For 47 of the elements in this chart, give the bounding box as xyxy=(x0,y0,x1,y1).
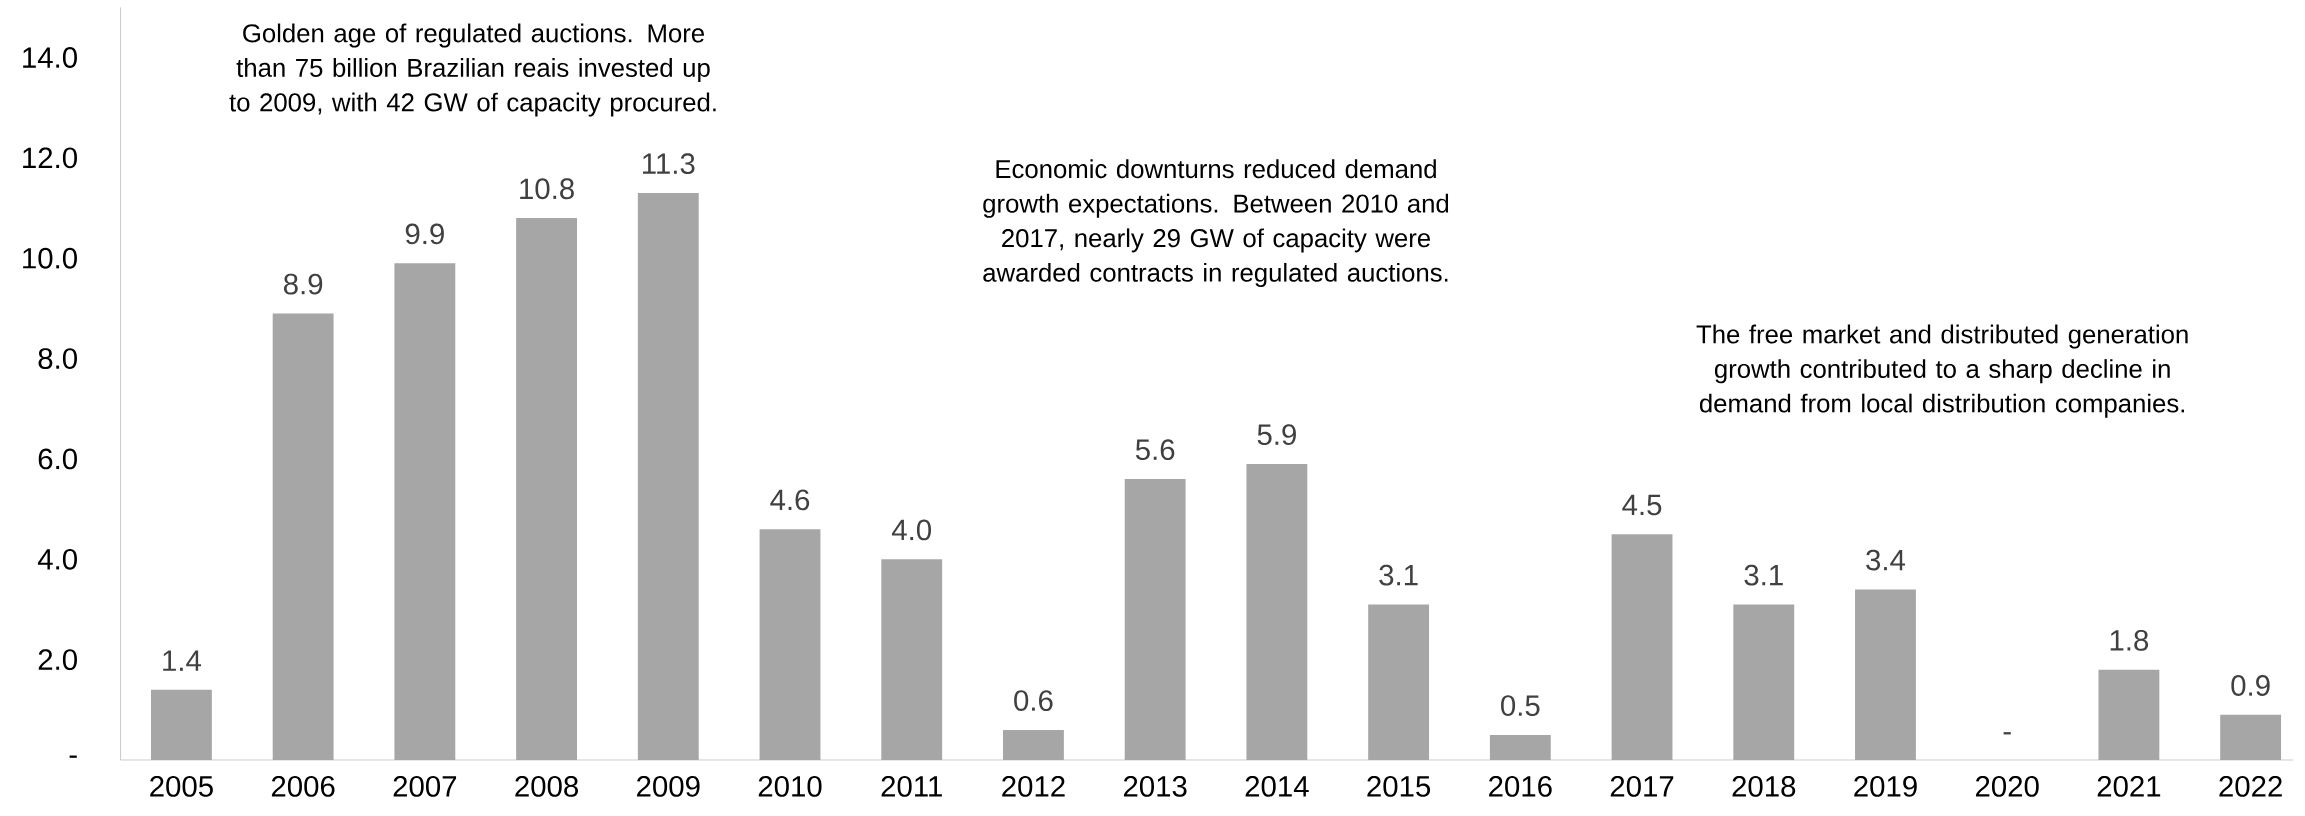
data-label: 3.1 xyxy=(1744,564,1783,586)
data-label: 1.8 xyxy=(2110,630,2149,651)
data-label: 4.5 xyxy=(1622,494,1662,516)
data-label: 10.8 xyxy=(520,178,574,200)
x-tick-label: 2007 xyxy=(393,776,457,797)
data-label: 4.6 xyxy=(770,489,810,511)
annotation: Golden age of regulated auctions. More than 75 billion Brazilian reais invested up to 2009, with 42 GW of capacity procured. xyxy=(229,23,716,117)
x-tick-label: 2021 xyxy=(2097,776,2161,797)
annotation: Economic downturns reduced demand growth expectations. Between 2010 and 2017, nearly 29 GW of capacity were awarded contracts in regulated auctions. xyxy=(983,159,1449,287)
x-tick-label: 2018 xyxy=(1732,776,1796,797)
y-tick-label: - xyxy=(69,755,77,758)
x-tick-label: 2010 xyxy=(758,776,822,797)
x-tick-label: 2011 xyxy=(881,776,942,797)
x-tick-label: 2006 xyxy=(271,776,335,797)
data-label: 3.1 xyxy=(1379,564,1418,586)
x-tick-label: 2016 xyxy=(1489,776,1552,797)
data-label: 8.9 xyxy=(283,273,323,295)
data-label: 5.9 xyxy=(1257,424,1296,446)
y-tick-label: 14.0 xyxy=(23,47,77,68)
data-label: 4.0 xyxy=(891,519,931,541)
x-tick-label: 2015 xyxy=(1367,776,1431,797)
data-label: 0.6 xyxy=(1014,690,1053,712)
y-tick-label: 8.0 xyxy=(38,348,77,370)
data-label: - xyxy=(2003,732,2011,735)
y-tick-label: 4.0 xyxy=(37,548,77,570)
x-tick-label: 2005 xyxy=(150,776,213,797)
y-tick-label: 10.0 xyxy=(23,247,77,269)
x-tick-label: 2012 xyxy=(1002,776,1065,797)
x-tick-label: 2019 xyxy=(1854,776,1917,797)
data-label: 5.6 xyxy=(1135,439,1175,461)
data-label: 3.4 xyxy=(1866,549,1906,571)
data-label: 0.9 xyxy=(2231,675,2270,696)
data-label: 0.5 xyxy=(1501,695,1540,717)
x-tick-label: 2013 xyxy=(1123,776,1187,797)
x-tick-label: 2014 xyxy=(1245,776,1309,797)
y-tick-label: 2.0 xyxy=(38,649,77,671)
x-tick-label: 2022 xyxy=(2219,776,2282,797)
annotation: The free market and distributed generation growth contributed to a sharp decline in demand from local distribution companies. xyxy=(1696,324,2188,418)
x-tick-label: 2009 xyxy=(637,776,700,797)
x-tick-label: 2008 xyxy=(515,776,578,797)
data-label: 9.9 xyxy=(405,223,444,245)
x-tick-label: 2017 xyxy=(1610,776,1674,797)
y-tick-label: 6.0 xyxy=(38,448,77,470)
data-label: 11.3 xyxy=(643,153,695,175)
data-label: 1.4 xyxy=(163,650,201,671)
y-tick-label: 12.0 xyxy=(23,147,77,169)
x-tick-label: 2020 xyxy=(1975,776,2039,797)
